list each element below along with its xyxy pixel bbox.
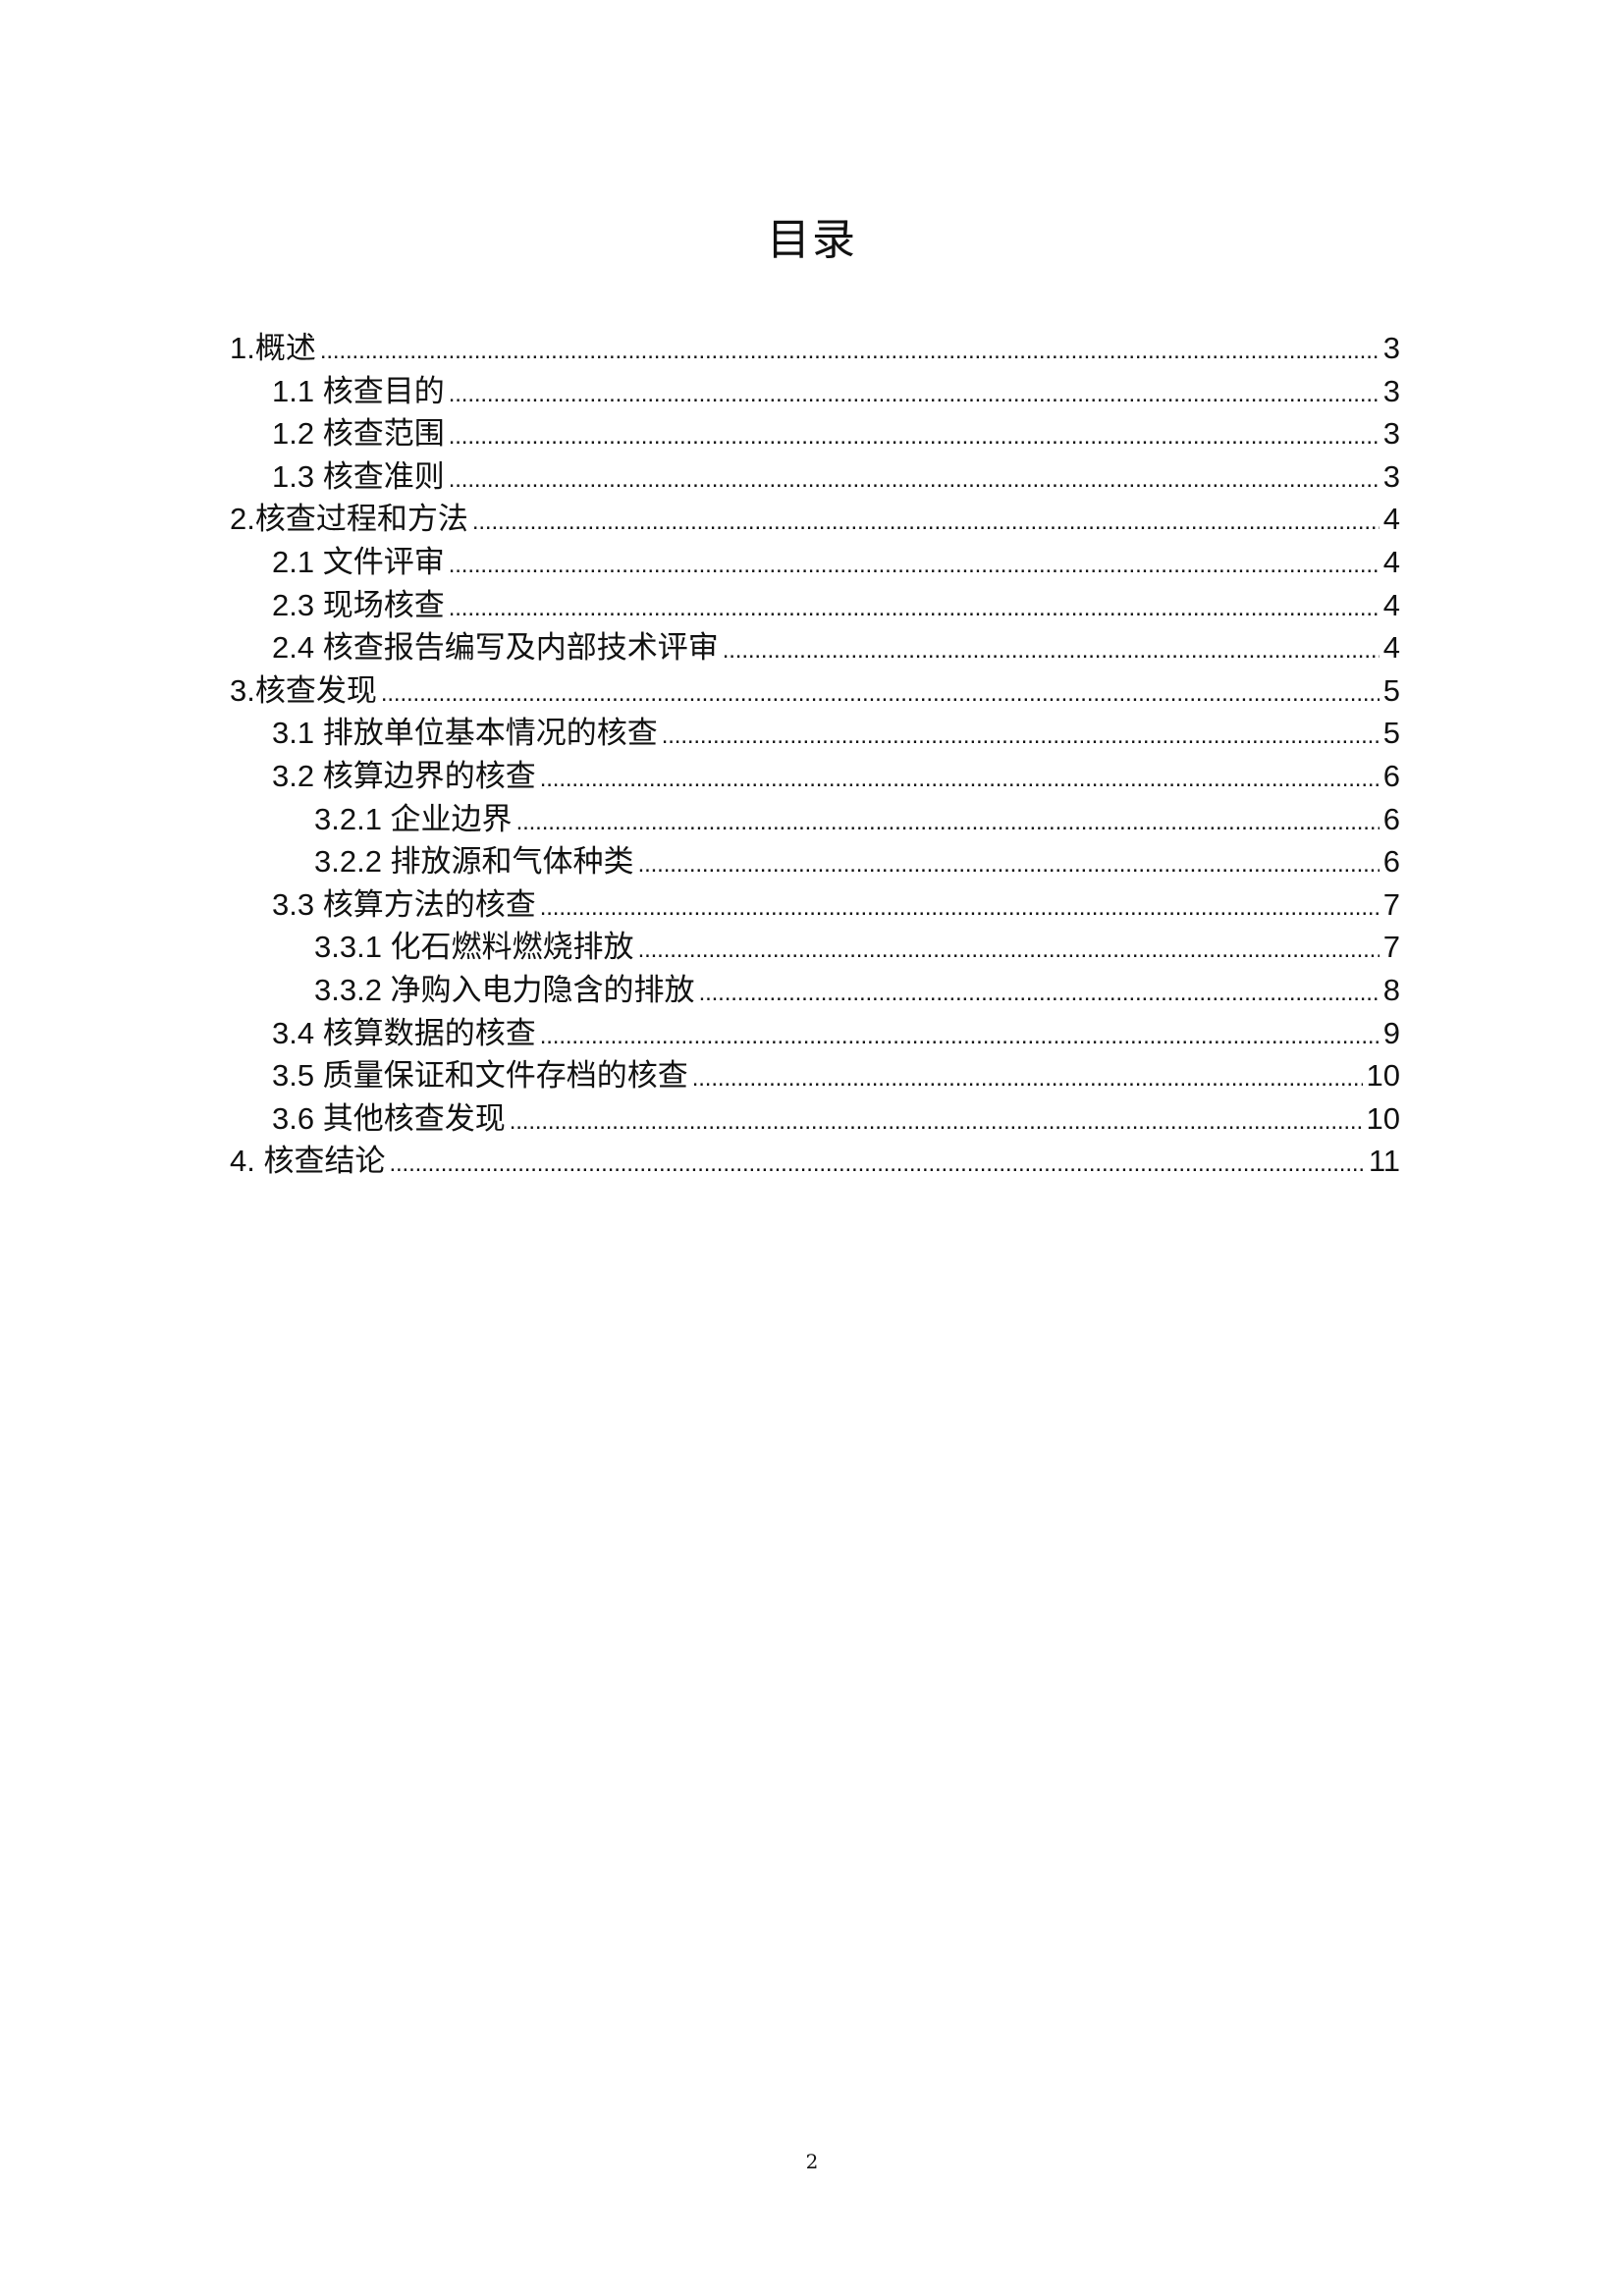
dot-leader	[699, 969, 1380, 1015]
toc-entry-label: 1.2 核查范围	[272, 416, 445, 452]
dot-leader	[723, 626, 1380, 672]
toc-entry-page: 6	[1382, 758, 1400, 793]
toc-entry-page: 11	[1368, 1144, 1400, 1179]
dot-leader	[516, 798, 1380, 844]
toc-entry-page: 7	[1382, 930, 1400, 965]
page-number: 2	[805, 2150, 819, 2173]
dot-leader	[472, 498, 1380, 544]
dot-leader	[449, 584, 1380, 630]
toc-entry-label: 2.核查过程和方法	[230, 502, 468, 537]
toc-entry[interactable]: 3.2.2 排放源和气体种类 6	[230, 840, 1400, 883]
toc-entry[interactable]: 3.3 核算方法的核查 7	[230, 883, 1400, 927]
toc-entry-page: 3	[1382, 331, 1400, 365]
toc-entry[interactable]: 3.3.1 化石燃料燃烧排放 7	[230, 926, 1400, 969]
toc-entry-page: 10	[1366, 1058, 1400, 1094]
table-of-contents: 1.概述 3 1.1 核查目的 3 1.2 核查范围 3 1.3 核查准则 3 2.核查过程和方…	[230, 327, 1400, 1183]
toc-entry[interactable]: 2.3 现场核查 4	[230, 584, 1400, 627]
dot-leader	[692, 1054, 1363, 1100]
toc-entry-page: 10	[1366, 1100, 1400, 1136]
toc-entry-label: 3.5 质量保证和文件存档的核查	[272, 1058, 688, 1094]
dot-leader	[449, 541, 1380, 587]
toc-entry-label: 2.4 核查报告编写及内部技术评审	[272, 630, 719, 666]
toc-entry[interactable]: 2.核查过程和方法 4	[230, 498, 1400, 541]
toc-entry[interactable]: 3.3.2 净购入电力隐含的排放 8	[230, 969, 1400, 1012]
toc-entry-label: 3.2.1 企业边界	[314, 801, 513, 836]
toc-entry[interactable]: 3.核查发现 5	[230, 669, 1400, 713]
dot-leader	[320, 327, 1380, 373]
toc-entry-label: 4. 核查结论	[230, 1144, 386, 1179]
toc-entry[interactable]: 1.概述 3	[230, 327, 1400, 370]
toc-entry[interactable]: 1.3 核查准则 3	[230, 455, 1400, 499]
toc-entry-label: 3.核查发现	[230, 672, 377, 708]
toc-entry-label: 3.3 核算方法的核查	[272, 886, 536, 922]
toc-entry-label: 3.3.1 化石燃料燃烧排放	[314, 930, 634, 965]
dot-leader	[638, 926, 1380, 972]
toc-entry-page: 9	[1382, 1015, 1400, 1050]
toc-entry-page: 7	[1382, 886, 1400, 922]
toc-entry-label: 3.2 核算边界的核查	[272, 758, 536, 793]
toc-entry-label: 1.概述	[230, 331, 316, 365]
toc-entry[interactable]: 3.4 核算数据的核查 9	[230, 1012, 1400, 1055]
toc-entry-page: 4	[1382, 587, 1400, 622]
toc-entry[interactable]: 3.1 排放单位基本情况的核查 5	[230, 712, 1400, 755]
dot-leader	[449, 455, 1380, 502]
dot-leader	[510, 1097, 1363, 1144]
toc-entry-page: 8	[1382, 972, 1400, 1007]
toc-entry[interactable]: 4. 核查结论 11	[230, 1140, 1400, 1183]
toc-entry-page: 5	[1382, 672, 1400, 708]
toc-entry[interactable]: 1.2 核查范围 3	[230, 412, 1400, 455]
toc-entry-label: 1.1 核查目的	[272, 373, 445, 408]
toc-entry-page: 3	[1382, 458, 1400, 494]
toc-entry-page: 6	[1382, 801, 1400, 836]
toc-entry[interactable]: 1.1 核查目的 3	[230, 370, 1400, 413]
toc-entry-label: 3.2.2 排放源和气体种类	[314, 844, 634, 880]
dot-leader	[662, 712, 1380, 758]
toc-entry-label: 2.1 文件评审	[272, 544, 445, 579]
toc-entry-label: 2.3 现场核查	[272, 587, 445, 622]
toc-entry-label: 3.6 其他核查发现	[272, 1100, 506, 1136]
dot-leader	[389, 1140, 1364, 1186]
toc-entry-page: 5	[1382, 716, 1400, 751]
toc-entry-page: 4	[1382, 630, 1400, 666]
toc-entry[interactable]: 2.4 核查报告编写及内部技术评审 4	[230, 626, 1400, 669]
toc-entry-label: 3.4 核算数据的核查	[272, 1015, 536, 1050]
toc-entry-label: 1.3 核查准则	[272, 458, 445, 494]
dot-leader	[638, 840, 1380, 886]
dot-leader	[381, 669, 1380, 716]
dot-leader	[449, 370, 1380, 416]
toc-entry[interactable]: 3.2.1 企业边界 6	[230, 798, 1400, 841]
toc-entry-label: 3.3.2 净购入电力隐含的排放	[314, 972, 695, 1007]
toc-entry[interactable]: 2.1 文件评审 4	[230, 541, 1400, 584]
toc-entry-label: 3.1 排放单位基本情况的核查	[272, 716, 658, 751]
dot-leader	[540, 755, 1380, 801]
toc-entry[interactable]: 3.5 质量保证和文件存档的核查 10	[230, 1054, 1400, 1097]
dot-leader	[540, 883, 1380, 930]
toc-title: 目录	[767, 216, 857, 264]
toc-entry-page: 4	[1382, 544, 1400, 579]
toc-entry-page: 3	[1382, 416, 1400, 452]
dot-leader	[540, 1012, 1380, 1058]
toc-entry[interactable]: 3.6 其他核查发现 10	[230, 1097, 1400, 1141]
dot-leader	[449, 412, 1380, 458]
toc-entry-page: 3	[1382, 373, 1400, 408]
toc-entry-page: 6	[1382, 844, 1400, 880]
toc-entry-page: 4	[1382, 502, 1400, 537]
toc-entry[interactable]: 3.2 核算边界的核查 6	[230, 755, 1400, 798]
